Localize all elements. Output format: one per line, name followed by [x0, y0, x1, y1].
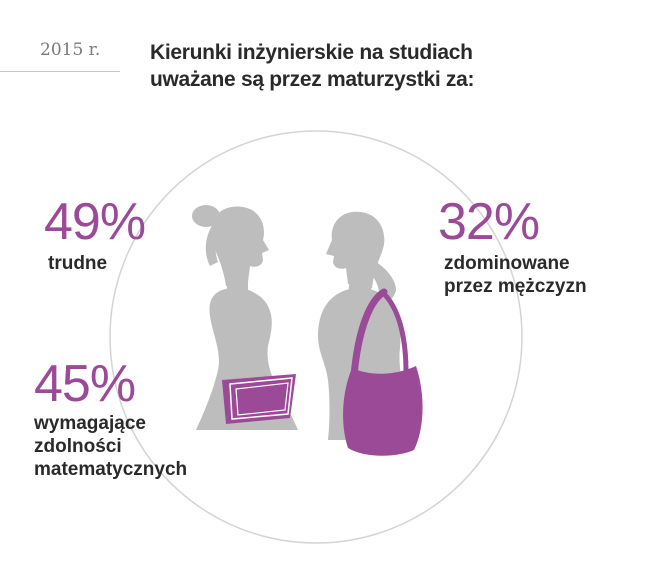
background-circle: [109, 130, 523, 544]
stat-label-trudne: trudne: [48, 252, 107, 275]
stat-label-zdominowane: zdominowane przez mężczyzn: [444, 252, 587, 298]
stat-label-line: przez mężczyzn: [444, 276, 587, 297]
handbag-icon: [343, 288, 423, 456]
stat-value-trudne: 49%: [44, 193, 146, 251]
stat-label-line: zdominowane: [444, 253, 570, 274]
stat-label-line: matematycznych: [34, 459, 188, 480]
stat-value-wymagajace: 45%: [34, 355, 136, 413]
stat-value-zdominowane: 32%: [438, 193, 540, 251]
title-line-2: uważane są przez maturzystki za:: [150, 68, 475, 91]
folder-icon: [222, 374, 296, 424]
stat-label-line: trudne: [48, 253, 108, 274]
page-title: Kierunki inżynierskie na studiach uważan…: [150, 39, 590, 93]
year-label: 2015 r.: [40, 40, 101, 60]
stat-label-line: wymagające: [34, 413, 146, 434]
year-divider: [0, 71, 120, 72]
title-line-1: Kierunki inżynierskie na studiach: [150, 41, 473, 64]
stat-label-wymagajace: wymagające zdolności matematycznych: [34, 412, 187, 481]
stat-label-line: zdolności: [34, 436, 122, 457]
